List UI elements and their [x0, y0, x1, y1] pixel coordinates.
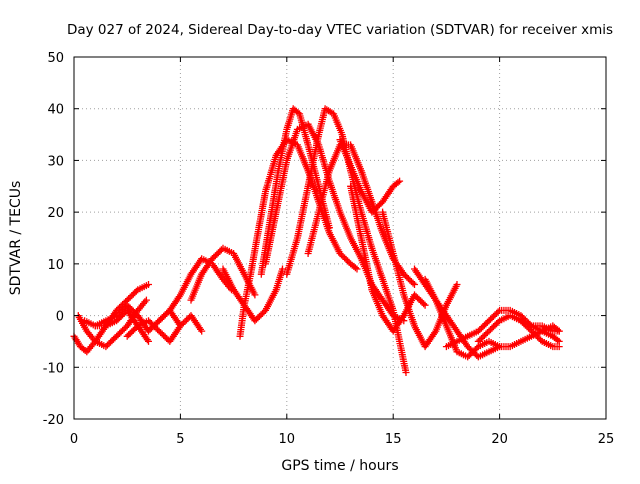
series-track	[517, 317, 563, 335]
series-track	[123, 312, 206, 345]
series-track	[347, 182, 429, 335]
y-tick-label: -10	[43, 361, 64, 376]
data-points	[70, 105, 563, 376]
y-tick-label: -20	[43, 413, 64, 428]
x-tick-label: 15	[385, 432, 402, 447]
x-tick-label: 0	[70, 432, 78, 447]
y-tick-label: 20	[47, 206, 64, 221]
series-track	[411, 265, 563, 361]
y-tick-label: 10	[47, 258, 64, 273]
series-track	[336, 136, 404, 216]
x-tick-label: 25	[598, 432, 615, 447]
y-tick-label: 40	[47, 103, 64, 118]
y-tick-label: 50	[47, 51, 64, 66]
x-tick-label: 5	[176, 432, 184, 447]
y-tick-label: 30	[47, 154, 64, 169]
grid-lines	[74, 57, 606, 419]
data-point-markers	[155, 255, 235, 325]
chart-title: Day 027 of 2024, Sidereal Day-to-day VTE…	[67, 22, 613, 38]
series-track	[379, 208, 461, 351]
data-point-markers	[517, 317, 563, 335]
x-axis-title: GPS time / hours	[281, 458, 398, 474]
x-tick-label: 10	[279, 432, 296, 447]
series-track	[155, 255, 235, 325]
axis-ticks: 0 5 10 15 20 25 -20 -10 0 10 20 30 40 50	[43, 51, 615, 447]
data-point-markers	[336, 136, 404, 216]
data-point-markers	[123, 312, 206, 345]
y-axis-title: SDTVAR / TECUs	[8, 181, 24, 296]
data-point-markers	[379, 208, 461, 351]
data-point-markers	[347, 182, 429, 335]
x-tick-label: 20	[491, 432, 508, 447]
plot-frame	[73, 56, 607, 420]
y-tick-label: 0	[56, 310, 64, 325]
data-point-markers	[411, 265, 563, 361]
